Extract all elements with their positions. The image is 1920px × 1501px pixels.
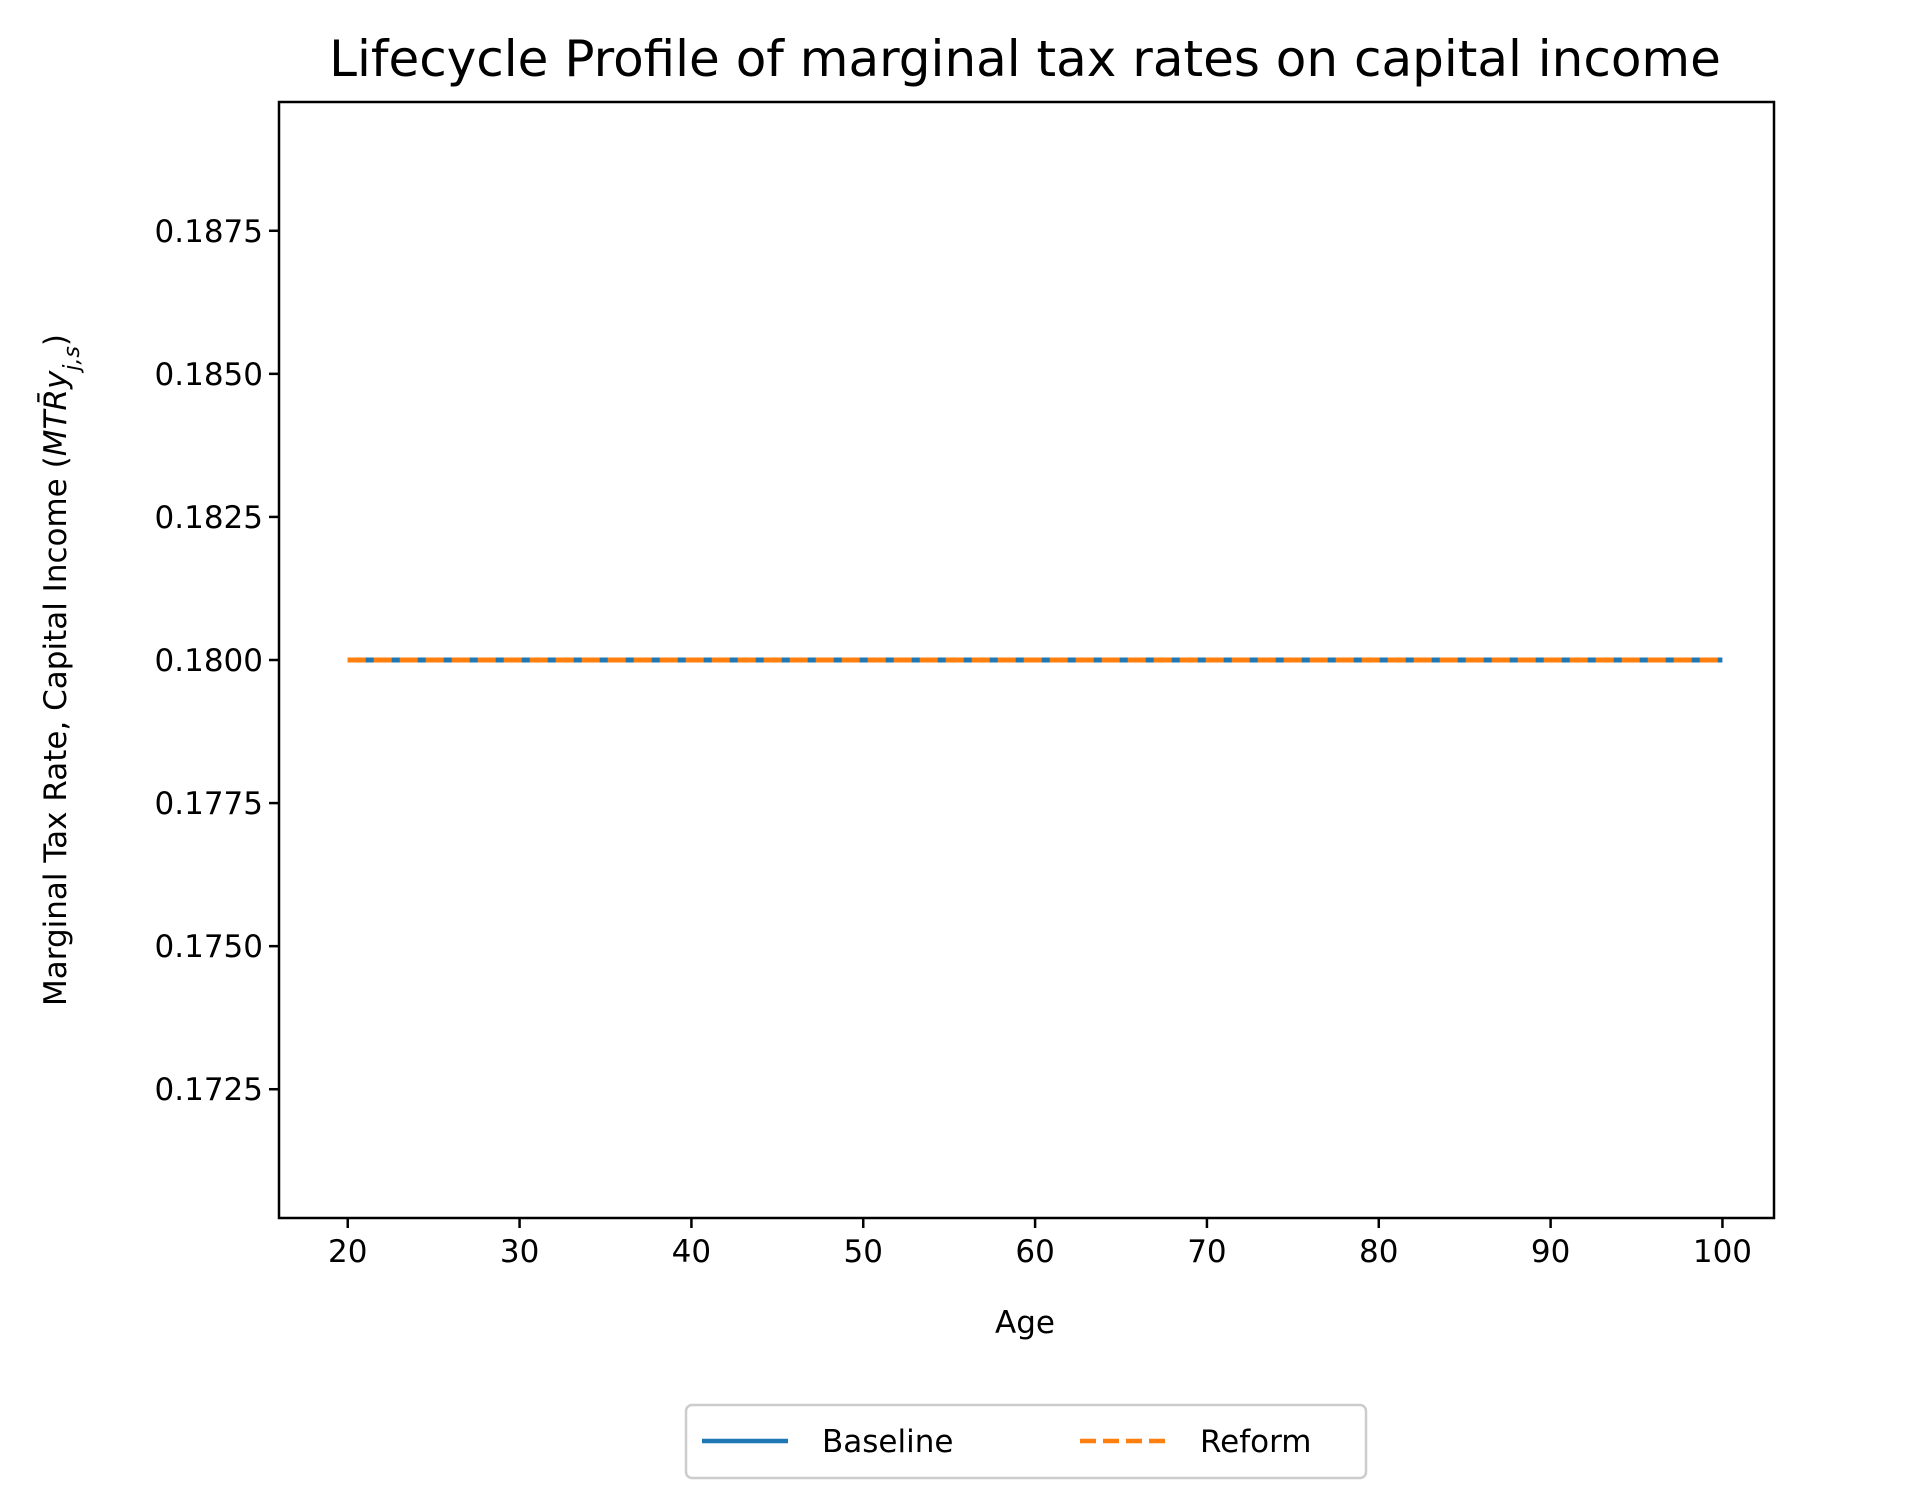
y-axis-label-text: Marginal Tax Rate, Capital Income (38, 478, 74, 1006)
y-axis-label-math: MTR̄y (37, 370, 74, 456)
y-tick-label: 0.1800 (155, 643, 263, 679)
legend: Baseline Reform (684, 1403, 1368, 1480)
x-tick-label: 70 (1187, 1234, 1226, 1270)
y-tick-label: 0.1825 (155, 500, 263, 536)
legend-box (684, 1403, 1368, 1480)
x-tick-label: 30 (500, 1234, 539, 1270)
y-axis-label-open: ( (38, 456, 74, 468)
y-tick-label: 0.1725 (155, 1072, 263, 1108)
y-tick-label: 0.1850 (155, 357, 263, 393)
x-axis-label: Age (995, 1305, 1055, 1341)
x-tick-label: 20 (328, 1234, 367, 1270)
y-axis-label: Marginal Tax Rate, Capital Income (MTR̄y… (37, 334, 84, 1006)
x-tick-label: 40 (672, 1234, 711, 1270)
y-axis-label-close: ) (38, 334, 74, 346)
y-tick-label: 0.1875 (155, 214, 263, 250)
chart-title: Lifecycle Profile of marginal tax rates … (329, 30, 1721, 88)
plot-area: 20 30 40 50 60 70 80 90 100 0.1725 0.1750 0.1775 0.1… (155, 100, 1776, 1270)
x-tick-label: 80 (1359, 1234, 1398, 1270)
legend-label-reform: Reform (1200, 1424, 1312, 1460)
y-axis-label-subscript: j,s (60, 346, 85, 374)
x-tick-label: 90 (1531, 1234, 1570, 1270)
y-tick-label: 0.1775 (155, 786, 263, 822)
legend-label-baseline: Baseline (822, 1424, 953, 1460)
x-tick-label: 60 (1015, 1234, 1054, 1270)
x-tick-label: 50 (844, 1234, 883, 1270)
x-tick-label: 100 (1693, 1234, 1752, 1270)
y-tick-label: 0.1750 (155, 929, 263, 965)
